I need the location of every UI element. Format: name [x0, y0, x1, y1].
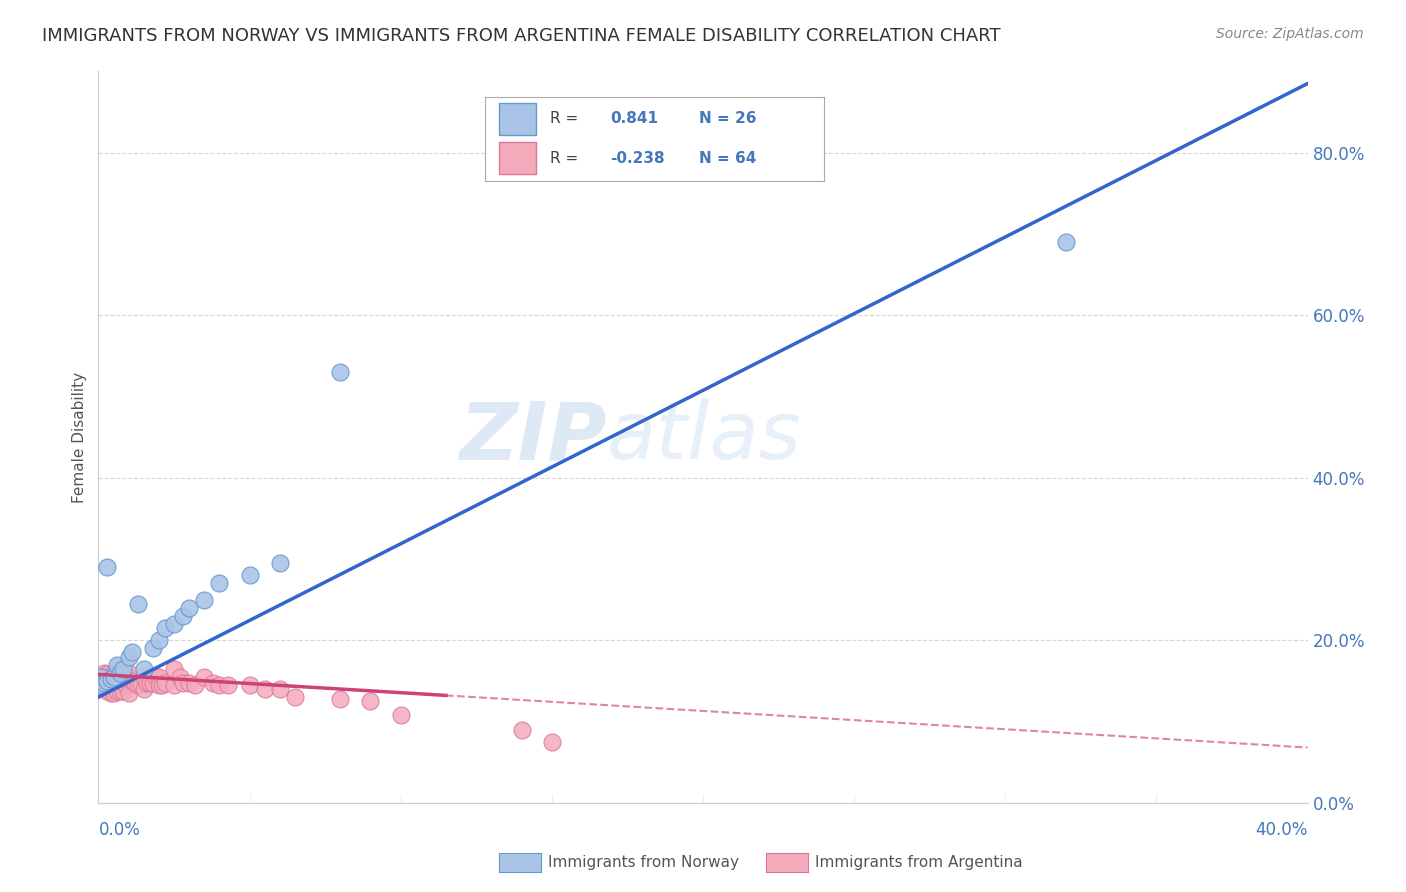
Text: IMMIGRANTS FROM NORWAY VS IMMIGRANTS FROM ARGENTINA FEMALE DISABILITY CORRELATIO: IMMIGRANTS FROM NORWAY VS IMMIGRANTS FRO…: [42, 27, 1001, 45]
Point: [93, 675, 115, 690]
Point: [169, 670, 191, 684]
Point: [163, 678, 186, 692]
Point: [148, 633, 170, 648]
Point: [100, 686, 122, 700]
Point: [111, 670, 134, 684]
Point: [329, 691, 352, 706]
Point: [172, 608, 194, 623]
Point: [105, 667, 128, 681]
Point: [96, 560, 118, 574]
Point: [103, 686, 125, 700]
Text: 40.0%: 40.0%: [1256, 821, 1308, 839]
Text: 0.0%: 0.0%: [98, 821, 141, 839]
Point: [239, 678, 262, 692]
Point: [111, 675, 134, 690]
Point: [129, 678, 152, 692]
Point: [96, 667, 118, 681]
Point: [103, 670, 125, 684]
Text: atlas: atlas: [606, 398, 801, 476]
Point: [148, 670, 170, 684]
Point: [139, 675, 162, 690]
Text: Immigrants from Argentina: Immigrants from Argentina: [815, 855, 1024, 870]
Point: [208, 576, 231, 591]
Point: [108, 670, 131, 684]
Point: [179, 675, 201, 690]
Point: [150, 678, 173, 692]
Point: [163, 617, 186, 632]
Point: [90, 670, 112, 684]
Point: [142, 675, 165, 690]
Point: [1054, 235, 1077, 249]
Point: [103, 670, 125, 684]
Point: [145, 670, 167, 684]
Text: Immigrants from Norway: Immigrants from Norway: [548, 855, 740, 870]
Point: [208, 678, 231, 692]
Point: [360, 694, 382, 708]
Point: [114, 667, 136, 681]
Point: [108, 665, 131, 680]
Point: [108, 662, 131, 676]
Point: [540, 735, 562, 749]
Point: [105, 675, 128, 690]
Point: [93, 665, 115, 680]
Point: [121, 645, 143, 659]
Point: [114, 678, 136, 692]
Point: [111, 683, 134, 698]
Point: [105, 683, 128, 698]
Point: [90, 675, 112, 690]
Point: [121, 673, 143, 688]
Point: [284, 690, 307, 705]
Point: [193, 670, 215, 684]
Point: [217, 678, 239, 692]
Point: [96, 675, 118, 690]
Point: [118, 686, 141, 700]
Point: [100, 673, 122, 687]
Point: [239, 568, 262, 582]
Point: [253, 681, 276, 696]
Point: [389, 708, 412, 723]
Point: [510, 723, 533, 737]
Point: [135, 675, 157, 690]
Point: [108, 675, 131, 690]
Point: [172, 675, 194, 690]
Point: [193, 592, 215, 607]
Point: [103, 678, 125, 692]
Point: [148, 678, 170, 692]
Point: [179, 600, 201, 615]
Point: [90, 678, 112, 692]
Point: [202, 675, 225, 690]
Point: [118, 649, 141, 664]
Point: [132, 681, 155, 696]
Point: [96, 673, 118, 688]
Point: [90, 670, 112, 684]
Point: [127, 597, 149, 611]
Y-axis label: Female Disability: Female Disability: [72, 371, 87, 503]
Point: [142, 641, 165, 656]
Point: [93, 670, 115, 684]
Text: Source: ZipAtlas.com: Source: ZipAtlas.com: [1216, 27, 1364, 41]
Point: [127, 678, 149, 692]
Point: [269, 681, 291, 696]
Point: [132, 662, 155, 676]
Point: [124, 675, 146, 690]
Point: [153, 675, 176, 690]
Point: [96, 683, 118, 698]
Point: [118, 665, 141, 680]
Text: ZIP: ZIP: [458, 398, 606, 476]
Point: [90, 681, 112, 695]
Point: [329, 365, 352, 379]
Point: [269, 556, 291, 570]
Point: [153, 621, 176, 635]
Point: [105, 657, 128, 672]
Point: [100, 678, 122, 692]
Point: [100, 670, 122, 684]
Point: [93, 678, 115, 692]
Point: [132, 670, 155, 684]
Point: [103, 665, 125, 680]
Point: [111, 662, 134, 676]
Point: [118, 675, 141, 690]
Point: [108, 683, 131, 698]
Point: [184, 678, 207, 692]
Point: [163, 662, 186, 676]
